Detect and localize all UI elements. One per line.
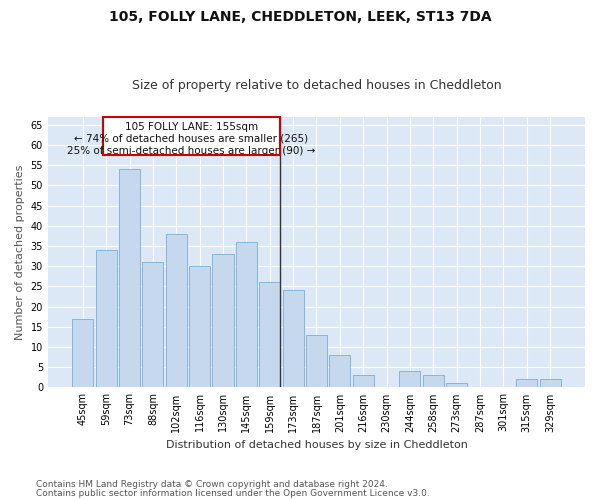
FancyBboxPatch shape	[103, 117, 280, 155]
Bar	[423, 376, 444, 388]
Bar	[516, 380, 537, 388]
Bar	[73, 319, 94, 388]
Bar	[353, 376, 374, 388]
Bar	[95, 250, 117, 388]
Bar	[236, 242, 257, 388]
Bar	[212, 254, 233, 388]
Bar	[306, 335, 327, 388]
Text: Contains HM Land Registry data © Crown copyright and database right 2024.: Contains HM Land Registry data © Crown c…	[36, 480, 388, 489]
Bar	[446, 384, 467, 388]
Bar	[142, 262, 163, 388]
Text: 105, FOLLY LANE, CHEDDLETON, LEEK, ST13 7DA: 105, FOLLY LANE, CHEDDLETON, LEEK, ST13 …	[109, 10, 491, 24]
Bar	[189, 266, 210, 388]
Text: Contains public sector information licensed under the Open Government Licence v3: Contains public sector information licen…	[36, 488, 430, 498]
Text: 105 FOLLY LANE: 155sqm: 105 FOLLY LANE: 155sqm	[125, 122, 258, 132]
Bar	[539, 380, 560, 388]
Y-axis label: Number of detached properties: Number of detached properties	[15, 164, 25, 340]
Bar	[283, 290, 304, 388]
Title: Size of property relative to detached houses in Cheddleton: Size of property relative to detached ho…	[131, 79, 501, 92]
Bar	[166, 234, 187, 388]
Text: 25% of semi-detached houses are larger (90) →: 25% of semi-detached houses are larger (…	[67, 146, 316, 156]
Bar	[119, 170, 140, 388]
Bar	[329, 355, 350, 388]
Bar	[400, 372, 421, 388]
X-axis label: Distribution of detached houses by size in Cheddleton: Distribution of detached houses by size …	[166, 440, 467, 450]
Text: ← 74% of detached houses are smaller (265): ← 74% of detached houses are smaller (26…	[74, 134, 308, 143]
Bar	[259, 282, 280, 388]
